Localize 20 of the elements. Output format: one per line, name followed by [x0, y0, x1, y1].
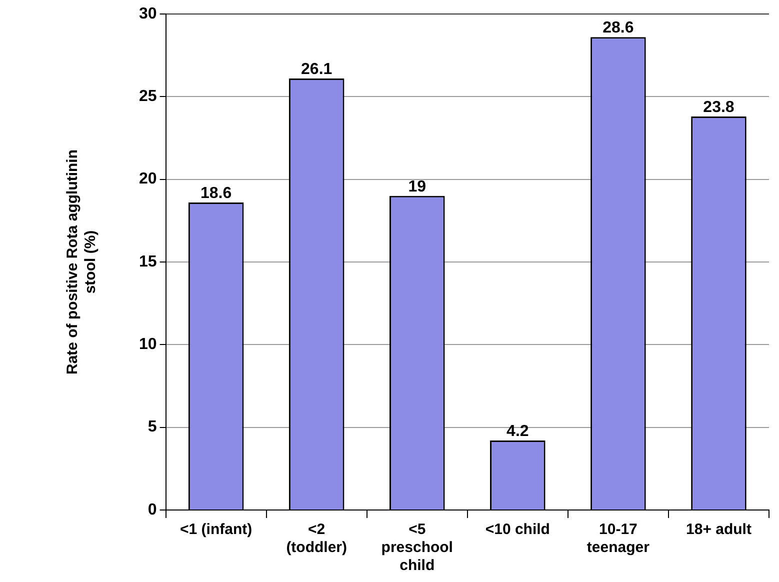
data-label: 26.1	[301, 60, 332, 78]
y-tick-label: 0	[148, 501, 157, 518]
y-tick-label: 10	[139, 336, 157, 354]
y-tick-label: 20	[139, 170, 157, 188]
y-tick-label: 25	[139, 88, 157, 106]
x-tick-label: <10 child	[485, 521, 550, 538]
data-label: 19	[408, 178, 426, 196]
data-label: 23.8	[703, 98, 734, 116]
x-tick-label: <2 (toddler)	[286, 521, 348, 556]
x-tick-label: 18+ adult	[686, 521, 752, 538]
data-label: 4.2	[506, 422, 529, 440]
y-tick-label: 15	[139, 253, 157, 270]
data-label: 28.6	[602, 20, 634, 37]
y-tick-label: 30	[139, 5, 157, 22]
y-axis-title: Rate of positive Rota agglutinin stool (%)	[64, 149, 100, 375]
x-tick-label: <1 (infant)	[180, 521, 252, 538]
x-tick-label: 10-17 teenager	[586, 521, 650, 556]
data-label: 18.6	[200, 184, 232, 202]
y-tick-label: 5	[148, 418, 157, 436]
x-tick-label: <5 preschool child	[381, 521, 453, 574]
